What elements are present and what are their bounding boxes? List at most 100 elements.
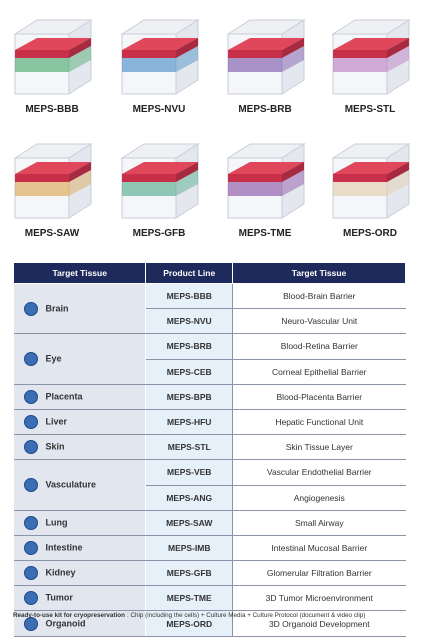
tissue-icon [23,540,38,555]
product-label: MEPS-BRB [238,104,292,115]
table-row: Intestine MEPS-IMB Intestinal Mucosal Barr… [13,535,406,562]
product-label: MEPS-STL [344,104,396,115]
tissue-name: Eye [45,353,62,364]
product: MEPS-GFB [109,138,209,239]
table-row: Kidney MEPS-GFB Glomerular Filtration Barr… [13,560,406,587]
tissue-name: Intestine [45,542,83,553]
table-row: Vasculature MEPS-VEB Vascular Endothelial … [13,459,406,511]
tissue-icon [23,478,38,492]
product-line-cell: MEPS-ANG [145,485,234,511]
tissue-icon [23,301,38,316]
product-image [120,143,200,219]
tissue-cell: Eye [13,333,147,385]
tissue-icon [23,566,38,581]
product: MEPS-TME [215,138,315,239]
tissue-icon [23,389,38,404]
tissue-name: Lung [45,517,68,528]
target-cell: Intestinal Mucosal Barrier [232,535,406,562]
product-image [226,143,306,219]
product: MEPS-STL [320,14,420,115]
target-cell: Angiogenesis [232,485,406,511]
tissue-name: Placenta [45,391,83,402]
product-label: MEPS-GFB [132,228,186,239]
tissue-name: Brain [45,303,69,314]
product: MEPS-BBB [2,14,102,115]
target-cell: Glomerular Filtration Barrier [232,560,406,587]
tissue-cell: Kidney [13,560,147,587]
header-cell: Target Tissue [12,262,147,284]
product-line-cell: MEPS-SAW [145,510,234,536]
tissue-icon [23,440,38,455]
table-row: MEPS-NVU Neuro-Vascular Unit [14,308,406,335]
header-cell: Target Tissue [232,262,406,284]
table-row: Tumor MEPS-TME 3D Tumor Microenvironment [13,585,406,612]
product-line-cell: MEPS-BBB [145,283,234,310]
tissue-cell: Lung [13,510,147,536]
footer: Ready-to-use kit for cryopreservation: C… [13,612,365,619]
tissue-cell: Brain [13,283,147,335]
tissue-name: Vasculature [45,479,97,490]
tissue-cell: Tumor [13,585,147,612]
product: MEPS-NVU [109,14,209,115]
product-image [331,19,411,95]
target-cell: Blood-Brain Barrier [232,283,406,310]
target-cell: 3D Tumor Microenvironment [232,585,406,612]
table-row: MEPS-ANG Angiogenesis [14,485,406,511]
table-row: Brain MEPS-BBB Blood-Brain Barrier [13,283,406,335]
header-cell: Product Line [145,262,234,284]
tissue-name: Organoid [45,617,86,628]
product-label: MEPS-BBB [25,104,79,115]
table-row: MEPS-CEB Corneal Epithelial Barrier [14,359,406,385]
footer-text: : Chip (including the cells) + Culture M… [126,612,366,619]
product-line-cell: MEPS-VEB [145,459,234,486]
table-row: Skin MEPS-STL Skin Tissue Layer [13,434,406,461]
tissue-name: Kidney [45,567,76,578]
table-row: Eye MEPS-BRB Blood-Retina Barrier [13,333,406,385]
tissue-cell: Liver [13,409,147,436]
table-row: Lung MEPS-SAW Small Airway [13,510,406,536]
tissue-cell: Intestine [13,535,147,562]
product: MEPS-SAW [2,138,102,239]
product-image [226,19,306,95]
table-row: Liver MEPS-HFU Hepatic Functional Unit [13,409,406,436]
footer-label: Ready-to-use kit for cryopreservation [13,612,125,619]
product-image [13,19,93,95]
target-cell: Small Airway [232,510,406,536]
product: MEPS-ORD [320,138,420,239]
tissue-cell: Placenta [13,384,147,410]
product-line-cell: MEPS-CEB [145,359,234,385]
tissue-icon [23,591,38,606]
target-cell: Skin Tissue Layer [232,434,406,461]
tissue-name: Skin [45,441,65,452]
product-line-cell: MEPS-BRB [145,333,234,360]
tissue-icon [23,415,38,430]
tissue-name: Liver [45,416,68,427]
header-row: Target Tissue Product Line Target Tissue [12,262,406,284]
product-label: MEPS-SAW [24,228,80,239]
product-image [13,143,93,219]
product-grid: MEPS-BBB MEPS-NVU MEPS-BRB MEPS-STL [0,0,427,250]
product-line-cell: MEPS-IMB [145,535,234,562]
target-cell: Hepatic Functional Unit [232,409,406,436]
product-label: MEPS-NVU [132,104,186,115]
tissue-cell: Vasculature [13,459,147,511]
product: MEPS-BRB [215,14,315,115]
tissue-icon [23,515,38,530]
product-table: Target Tissue Product Line Target Tissue… [12,262,406,637]
product-line-cell: MEPS-STL [145,434,234,461]
tissue-icon [23,352,38,367]
product-line-cell: MEPS-GFB [145,560,234,587]
target-cell: Blood-Placenta Barrier [232,384,406,410]
target-cell: Blood-Retina Barrier [232,333,406,360]
product-line-cell: MEPS-HFU [145,409,234,436]
product-line-cell: MEPS-TME [145,585,234,612]
product-image [331,143,411,219]
table-row: Placenta MEPS-BPB Blood-Placenta Barrier [13,384,406,410]
product-image [120,19,200,95]
target-cell: Neuro-Vascular Unit [232,308,406,335]
product-label: MEPS-ORD [343,228,397,239]
target-cell: Corneal Epithelial Barrier [232,359,406,385]
product-label: MEPS-TME [238,228,292,239]
tissue-cell: Skin [13,434,147,461]
